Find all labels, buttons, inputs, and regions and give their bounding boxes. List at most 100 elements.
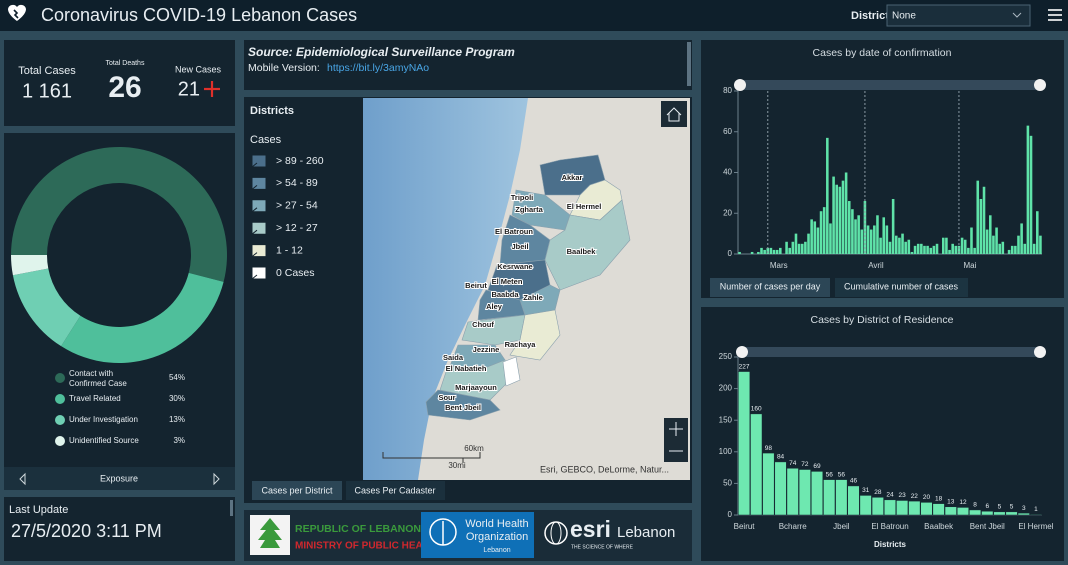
- data-label: 72: [801, 461, 809, 468]
- bar: [797, 243, 801, 254]
- district-shape[interactable]: [544, 199, 631, 291]
- data-label: 3: [1022, 505, 1026, 512]
- who-line: Organization: [466, 531, 528, 543]
- map-label: Akkar: [562, 173, 583, 182]
- map-tab[interactable]: Cases Per Cadaster: [354, 485, 435, 495]
- bar: [967, 247, 970, 254]
- bar: [810, 219, 813, 254]
- bar: [954, 245, 958, 254]
- home-button[interactable]: [661, 101, 687, 127]
- stat-value: 1 161: [22, 80, 72, 102]
- bar: [826, 137, 829, 254]
- bar: [811, 471, 824, 516]
- chart-tab[interactable]: Number of cases per day: [720, 281, 821, 291]
- data-label: 23: [899, 492, 907, 499]
- menu-icon[interactable]: [1048, 9, 1062, 21]
- bar: [904, 241, 907, 254]
- map-tab-inactive[interactable]: [346, 481, 445, 500]
- donut-slice: [11, 147, 227, 282]
- exposure-title: Exposure: [100, 473, 138, 483]
- bar: [894, 235, 898, 254]
- slider-handle[interactable]: [734, 79, 746, 91]
- bar: [800, 243, 804, 254]
- slider-handle[interactable]: [736, 346, 748, 358]
- bar: [1020, 223, 1023, 254]
- legend-value: 13%: [169, 415, 185, 424]
- bar: [896, 500, 909, 516]
- bar: [791, 241, 795, 254]
- chart-tab-inactive[interactable]: [835, 278, 968, 297]
- bar: [908, 500, 921, 516]
- range-slider[interactable]: [738, 80, 1042, 90]
- next-arrow[interactable]: [213, 472, 220, 486]
- bar: [857, 215, 860, 254]
- map-label: Chouf: [472, 320, 494, 329]
- district-shape[interactable]: [502, 356, 521, 387]
- map-tab-active[interactable]: [252, 481, 342, 500]
- slider-handle[interactable]: [1034, 346, 1046, 358]
- legend-label: > 27 - 54: [276, 200, 318, 212]
- bar: [822, 207, 826, 254]
- slider-handle[interactable]: [1034, 79, 1046, 91]
- bar: [985, 229, 989, 254]
- bar: [775, 249, 779, 254]
- esri-country: Lebanon: [617, 524, 675, 541]
- plus-icon: [204, 81, 220, 97]
- legend-label: Contact with Confirmed Case: [69, 369, 127, 388]
- legend-swatch: [251, 266, 267, 280]
- stat-label: New Cases: [175, 64, 222, 74]
- bar: [879, 237, 882, 254]
- bar: [883, 499, 897, 516]
- bar: [841, 180, 845, 254]
- bar: [1005, 511, 1018, 516]
- chart-title: Cases by District of Residence: [811, 314, 954, 326]
- bar: [982, 186, 986, 254]
- chart-tab-active[interactable]: [710, 278, 830, 297]
- legend-dot: [55, 394, 65, 404]
- chart-title: Cases by date of confirmation: [813, 47, 952, 59]
- map-label: Sour: [438, 393, 455, 402]
- map-labels: Akkar Tripoli El Hermel Zgharta El Batroun Jb…: [437, 172, 602, 413]
- range-slider[interactable]: [738, 347, 1042, 357]
- district-value[interactable]: None: [892, 11, 916, 22]
- bar: [1007, 249, 1011, 254]
- map-tab[interactable]: Cases per District: [261, 485, 333, 495]
- district-shape[interactable]: [509, 309, 561, 361]
- legend-title: Districts: [250, 105, 294, 117]
- map-sea: [363, 98, 528, 480]
- mobile-label: Mobile Version:: [248, 62, 320, 74]
- data-label: 20: [923, 494, 931, 501]
- district-shape[interactable]: [519, 284, 561, 316]
- mobile-link[interactable]: https://bit.ly/3amyNAo: [327, 62, 429, 74]
- district-shape[interactable]: [425, 389, 501, 421]
- district-select[interactable]: [886, 4, 1031, 27]
- legend-subtitle: Cases: [250, 134, 282, 146]
- prev-arrow[interactable]: [19, 472, 26, 486]
- x-axis-title: Districts: [874, 540, 907, 549]
- bar: [976, 180, 980, 254]
- heart-crack: [13, 9, 19, 19]
- legend-label-box: Under Investigation: [69, 415, 138, 424]
- bar: [763, 249, 766, 254]
- y-tick-label: 20: [723, 208, 732, 217]
- bar: [1032, 243, 1036, 254]
- y-tick-label: 60: [723, 127, 732, 136]
- bar: [926, 245, 929, 254]
- bar: [944, 506, 957, 516]
- district-shape[interactable]: [477, 289, 526, 321]
- bar: [995, 227, 998, 254]
- bar: [1001, 241, 1005, 254]
- bar: [866, 225, 870, 254]
- map-label: El Batroun: [495, 227, 533, 236]
- bar: [750, 251, 754, 254]
- legend-swatch: [251, 176, 267, 190]
- legend-swatch: [251, 199, 267, 213]
- map-label: El Hermel: [567, 202, 602, 211]
- bar: [786, 467, 799, 516]
- bar: [738, 371, 751, 516]
- district-shape[interactable]: [461, 314, 526, 346]
- stat-value: 26: [108, 71, 141, 104]
- chart-tab[interactable]: Cumulative number of cases: [844, 281, 959, 291]
- y-tick-label: 100: [719, 447, 733, 456]
